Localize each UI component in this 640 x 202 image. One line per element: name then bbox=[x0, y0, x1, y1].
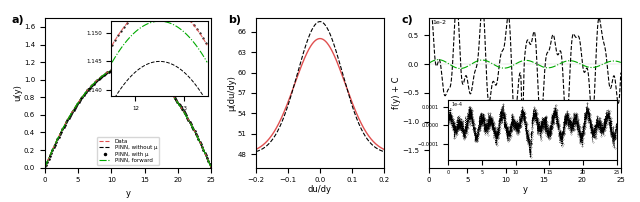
Y-axis label: f(y) + C: f(y) + C bbox=[392, 77, 401, 109]
Text: a): a) bbox=[12, 15, 24, 25]
Legend: Data, PINN, without μ, PINN, with μ, PINN, forward: Data, PINN, without μ, PINN, with μ, PIN… bbox=[97, 137, 159, 165]
Text: 1e-2: 1e-2 bbox=[433, 20, 447, 25]
Text: b): b) bbox=[228, 15, 241, 25]
X-axis label: y: y bbox=[125, 189, 131, 198]
X-axis label: y: y bbox=[522, 185, 527, 194]
Text: c): c) bbox=[402, 15, 413, 25]
Y-axis label: μ(du/dy): μ(du/dy) bbox=[227, 75, 236, 111]
Y-axis label: u(y): u(y) bbox=[13, 84, 22, 101]
X-axis label: du/dy: du/dy bbox=[308, 185, 332, 194]
